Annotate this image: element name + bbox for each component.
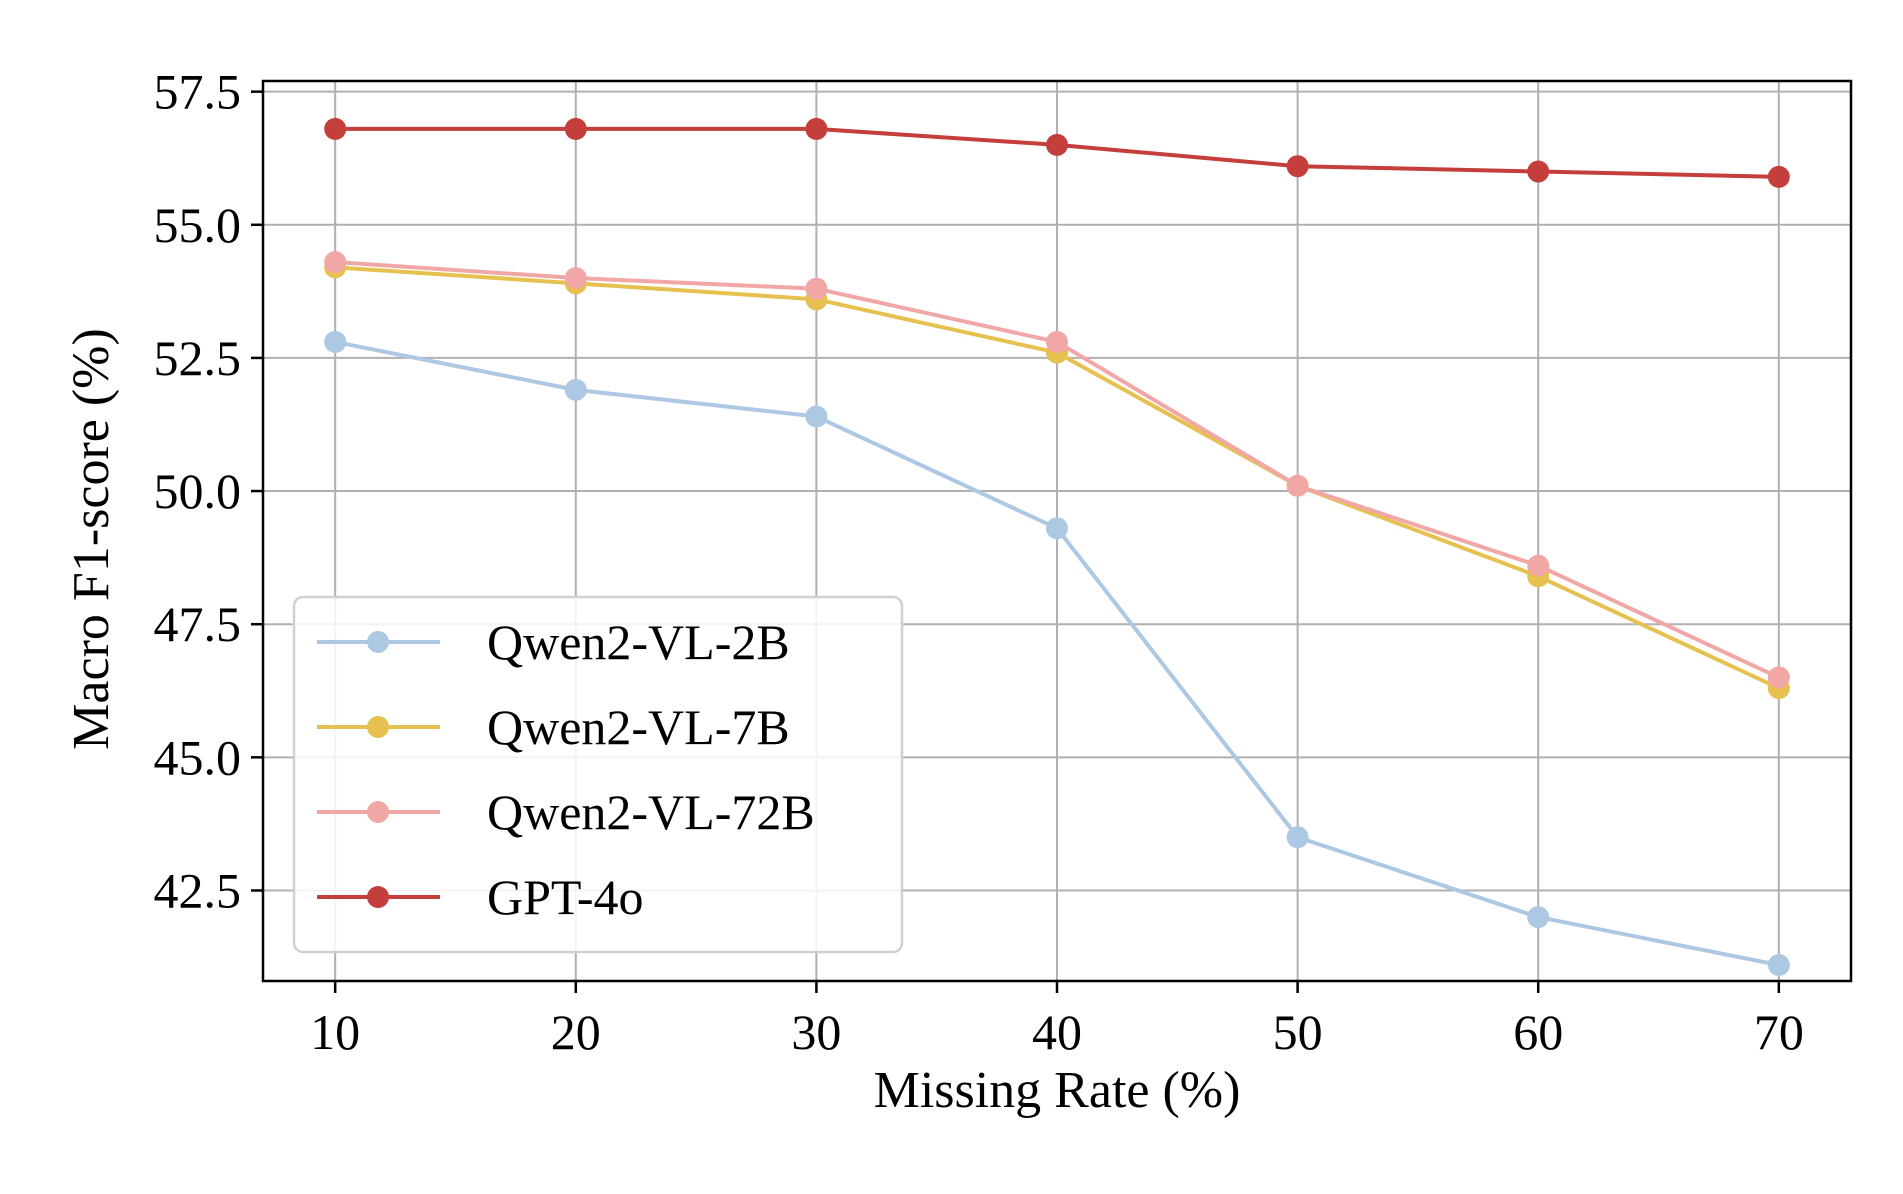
y-tick-label: 57.5: [154, 64, 242, 120]
chart-container: 10 20 30 40 50 60 70 42.5 45.0 47.5 50.0 52.5 55.0 57…: [0, 0, 1903, 1189]
data-point: [805, 406, 827, 428]
legend: Qwen2-VL-2B Qwen2-VL-7B Qwen2-VL-72B GPT-4o: [294, 597, 902, 952]
x-tick-label: 20: [551, 1004, 601, 1060]
data-point: [565, 379, 587, 401]
data-point: [1527, 906, 1549, 928]
data-point: [1768, 166, 1790, 188]
y-tick-label: 42.5: [154, 862, 242, 918]
legend-label: GPT-4o: [487, 869, 644, 925]
data-point: [805, 278, 827, 300]
data-point: [1287, 155, 1309, 177]
data-point: [565, 267, 587, 289]
x-tick-label: 30: [791, 1004, 841, 1060]
x-tick-label: 40: [1032, 1004, 1082, 1060]
x-tick-label: 60: [1513, 1004, 1563, 1060]
data-point: [1287, 475, 1309, 497]
y-tick-label: 47.5: [154, 596, 242, 652]
legend-marker: [367, 716, 389, 738]
x-tick-label: 10: [310, 1004, 360, 1060]
x-tick-label: 70: [1754, 1004, 1804, 1060]
legend-marker: [367, 801, 389, 823]
legend-marker: [367, 886, 389, 908]
data-point: [1046, 517, 1068, 539]
legend-label: Qwen2-VL-2B: [487, 614, 790, 670]
data-point: [565, 118, 587, 140]
y-tick-label: 50.0: [154, 463, 242, 519]
data-point: [324, 118, 346, 140]
legend-marker: [367, 631, 389, 653]
data-point: [1527, 161, 1549, 183]
data-point: [1768, 954, 1790, 976]
data-point: [1046, 331, 1068, 353]
data-point: [324, 251, 346, 273]
data-point: [1287, 826, 1309, 848]
line-chart: 10 20 30 40 50 60 70 42.5 45.0 47.5 50.0 52.5 55.0 57…: [0, 0, 1903, 1189]
data-point: [805, 118, 827, 140]
data-point: [1527, 555, 1549, 577]
legend-label: Qwen2-VL-72B: [487, 784, 815, 840]
data-point: [324, 331, 346, 353]
y-tick-label: 45.0: [154, 729, 242, 785]
x-tick-label: 50: [1273, 1004, 1323, 1060]
y-tick-label: 55.0: [154, 197, 242, 253]
y-axis-label: Macro F1-score (%): [63, 328, 120, 750]
legend-label: Qwen2-VL-7B: [487, 699, 790, 755]
data-point: [1768, 666, 1790, 688]
x-axis-label: Missing Rate (%): [874, 1062, 1241, 1119]
y-tick-label: 52.5: [154, 330, 242, 386]
data-point: [1046, 134, 1068, 156]
